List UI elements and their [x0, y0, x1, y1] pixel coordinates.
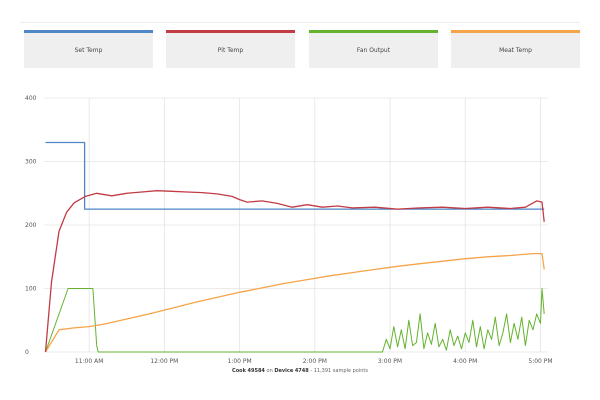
caption-device-word: Device	[274, 368, 294, 374]
x-tick-label: 11:00 AM	[75, 358, 103, 365]
series-pit-temp-line	[44, 190, 545, 353]
x-tick-label: 1:00 PM	[227, 358, 251, 365]
chart-caption: Cook 49584 on Device 4748 - 11,391 sampl…	[0, 368, 600, 374]
legend-item-set-temp[interactable]: Set Temp	[24, 30, 153, 68]
grid	[44, 97, 548, 353]
y-tick-label: 0	[25, 349, 29, 356]
y-tick-label: 400	[25, 95, 37, 102]
x-tick-label: 4:00 PM	[453, 358, 477, 365]
legend-label-set-temp: Set Temp	[74, 47, 103, 54]
caption-device-id[interactable]: 4748	[294, 368, 309, 374]
x-tick-label: 3:00 PM	[378, 358, 402, 365]
y-tick-label: 300	[25, 159, 37, 166]
top-divider	[20, 22, 580, 23]
legend-item-meat-temp[interactable]: Meat Temp	[451, 30, 580, 68]
x-tick-label: 2:00 PM	[303, 358, 327, 365]
legend-label-fan-output: Fan Output	[356, 47, 391, 54]
legend-item-fan-output[interactable]: Fan Output	[309, 30, 438, 68]
axis-ticks: 0 100 200 300 400 11:00 AM 12:00 PM 1:00 PM 2:00…	[25, 95, 553, 365]
y-tick-label: 100	[25, 286, 37, 293]
y-tick-label: 200	[25, 222, 37, 229]
series-meat-temp-line	[44, 252, 545, 353]
x-tick-label: 12:00 PM	[150, 358, 178, 365]
caption-cook-word: Cook	[232, 368, 246, 374]
legend-label-pit-temp: Pit Temp	[217, 47, 244, 54]
caption-cook-id[interactable]: 49584	[247, 368, 265, 374]
legend-item-pit-temp[interactable]: Pit Temp	[166, 30, 295, 68]
series	[44, 141, 545, 353]
caption-sample-text: - 11,391 sample points	[310, 368, 368, 374]
series-fan-output-line	[45, 288, 545, 353]
caption-on-word: on	[266, 368, 273, 374]
x-tick-label: 5:00 PM	[528, 358, 552, 365]
legend: Set Temp Pit Temp Fan Output Meat Temp	[24, 30, 580, 70]
legend-label-meat-temp: Meat Temp	[499, 47, 532, 54]
series-set-temp-line	[45, 141, 545, 210]
